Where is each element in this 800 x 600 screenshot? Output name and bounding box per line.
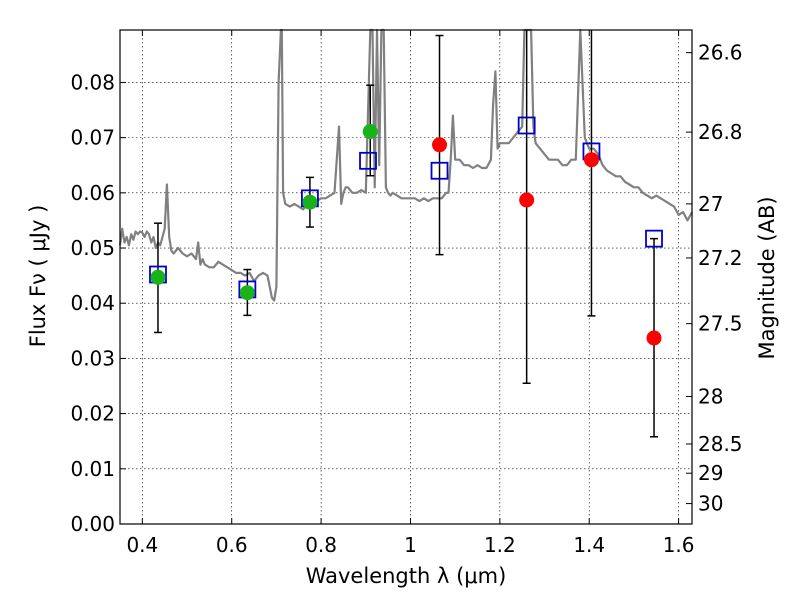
model-spectrum [118, 28, 693, 302]
x-axis-title: Wavelength λ (μm) [306, 564, 507, 588]
y-tick-label: 0.08 [70, 70, 115, 94]
y-axis-title: Flux Fν ( μJy ) [26, 205, 50, 348]
x-tick-label: 1.6 [663, 533, 695, 557]
right-axis-title: Magnitude (AB) [755, 196, 779, 359]
detection-point [150, 269, 166, 285]
detection-point [302, 194, 318, 210]
mag-tick-label: 29 [698, 461, 723, 485]
upper-limit-point [519, 192, 535, 208]
y-tick-label: 0.06 [70, 181, 115, 205]
y-tick-label: 0.02 [70, 402, 115, 426]
mag-tick-label: 27.2 [698, 246, 743, 270]
y-tick-label: 0.07 [70, 126, 115, 150]
x-tick-label: 0.6 [216, 533, 248, 557]
detection-point [362, 124, 378, 140]
mag-tick-label: 28 [698, 384, 723, 408]
y-tick-label: 0.04 [70, 291, 115, 315]
x-tick-label: 1 [404, 533, 417, 557]
plot-frame [119, 29, 693, 525]
spectrum-line [118, 28, 693, 302]
upper-limit-point [646, 330, 662, 346]
axis-ticks [120, 30, 692, 525]
mag-tick-label: 30 [698, 492, 723, 516]
y-tick-label: 0.03 [70, 346, 115, 370]
tick-labels: 0.4 0.6 0.8 1 1.2 1.4 1.6 0.00 0.01 0.02 0.03 0.04 0… [70, 41, 742, 557]
mag-tick-label: 27 [698, 192, 723, 216]
upper-limit-point [583, 152, 599, 168]
x-tick-label: 1.4 [573, 533, 605, 557]
detection-point [239, 285, 255, 301]
x-tick-label: 1.2 [484, 533, 516, 557]
x-tick-label: 0.8 [305, 533, 337, 557]
mag-tick-label: 26.8 [698, 120, 743, 144]
model-square-marker [430, 161, 449, 180]
mag-tick-label: 28.5 [698, 432, 743, 456]
data-markers [149, 116, 663, 346]
mag-tick-label: 27.5 [698, 312, 743, 336]
mag-tick-label: 26.6 [698, 41, 743, 65]
y-tick-label: 0.01 [70, 457, 115, 481]
upper-limit-point [432, 137, 448, 153]
y-tick-label: 0.05 [70, 236, 115, 260]
model-square-marker [517, 116, 536, 135]
grid-lines [120, 30, 692, 524]
y-tick-label: 0.00 [70, 512, 115, 536]
model-square-marker [359, 151, 377, 170]
x-tick-label: 0.4 [126, 533, 158, 557]
model-square-marker [645, 229, 663, 248]
